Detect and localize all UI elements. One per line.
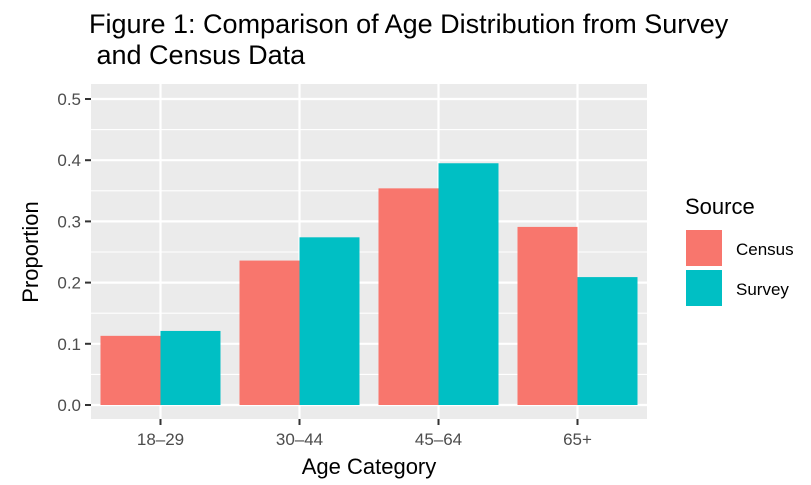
y-tick-label: 0.3 xyxy=(57,212,81,231)
bar-census-0 xyxy=(100,335,161,405)
bar-survey-1 xyxy=(299,237,360,405)
legend: Source Census Survey xyxy=(685,194,794,306)
y-tick-label: 0.5 xyxy=(57,90,81,109)
bar-survey-2 xyxy=(438,163,499,405)
chart-title-line-2: and Census Data xyxy=(89,40,306,70)
y-tick-label: 0.2 xyxy=(57,274,81,293)
x-axis-ticks: 18–29 30–44 45–64 65+ xyxy=(137,419,592,449)
bar-survey-3 xyxy=(577,277,638,405)
y-tick-label: 0.1 xyxy=(57,335,81,354)
x-tick-label: 30–44 xyxy=(276,430,323,449)
bars-group xyxy=(100,163,638,405)
x-tick-label: 65+ xyxy=(563,430,592,449)
bar-census-2 xyxy=(378,188,439,405)
x-tick-label: 45–64 xyxy=(415,430,462,449)
legend-label-survey: Survey xyxy=(736,280,789,299)
legend-title: Source xyxy=(685,194,755,219)
bar-census-3 xyxy=(517,226,578,405)
legend-label-census: Census xyxy=(736,240,794,259)
y-tick-label: 0.0 xyxy=(57,396,81,415)
x-axis-title: Age Category xyxy=(302,454,437,479)
legend-key-survey xyxy=(686,270,722,306)
y-tick-label: 0.4 xyxy=(57,151,81,170)
y-axis-title: Proportion xyxy=(18,201,43,303)
chart-title-line-1: Figure 1: Comparison of Age Distribution… xyxy=(89,9,729,39)
y-axis-ticks: 0.0 0.1 0.2 0.3 0.4 0.5 xyxy=(57,90,91,415)
legend-key-census xyxy=(686,230,722,266)
bar-census-1 xyxy=(239,260,300,405)
bar-survey-0 xyxy=(160,330,221,405)
x-tick-label: 18–29 xyxy=(137,430,184,449)
